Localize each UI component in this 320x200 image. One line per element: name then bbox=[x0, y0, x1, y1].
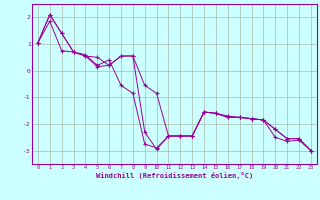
X-axis label: Windchill (Refroidissement éolien,°C): Windchill (Refroidissement éolien,°C) bbox=[96, 172, 253, 179]
